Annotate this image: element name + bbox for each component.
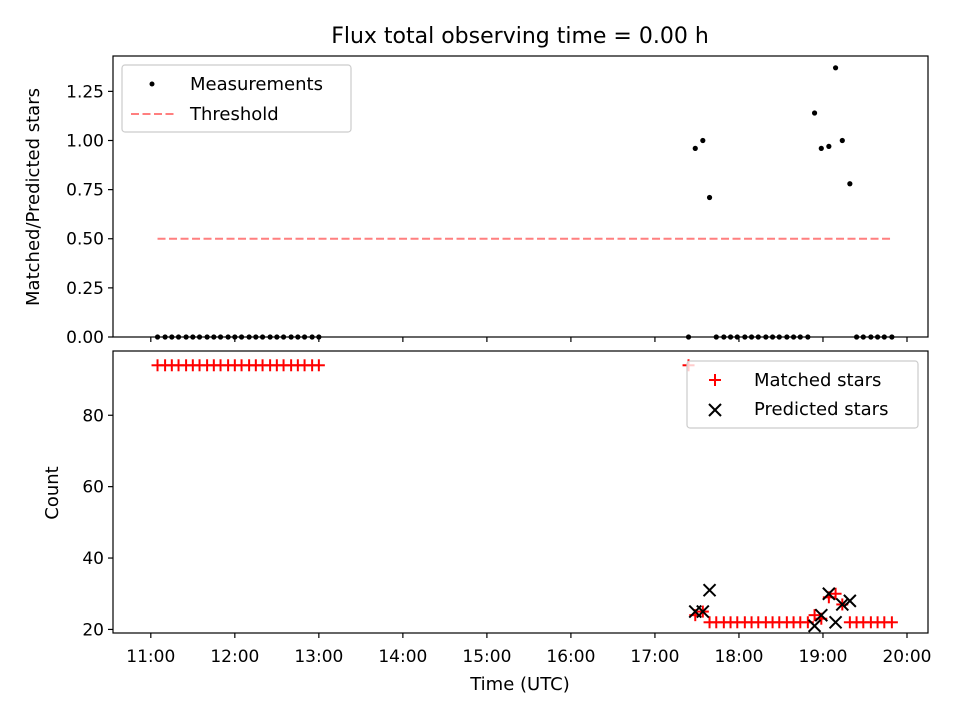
predicted-star-marker	[828, 615, 843, 629]
top-y-tick-label: 0.50	[66, 230, 104, 250]
predicted-star-marker	[702, 583, 717, 597]
measurement-point	[832, 65, 839, 71]
top-y-tick-label: 0.25	[66, 279, 104, 299]
bottom-y-ticks: 20 40 60 80	[82, 406, 113, 640]
bottom-x-tick-label: 12:00	[210, 647, 259, 667]
measurement-point	[700, 137, 706, 144]
predicted-star-b	[702, 583, 717, 597]
bottom-x-tick-label: 18:00	[714, 647, 763, 667]
matched-star-marker	[312, 359, 325, 372]
bottom-x-tick-label: 17:00	[630, 647, 679, 667]
predicted-star-b	[807, 619, 822, 633]
legend-measurements-marker	[149, 81, 155, 87]
bottom-y-tick-label: 80	[82, 406, 104, 426]
predicted-star-marker	[807, 619, 822, 633]
bottom-legend-frame	[686, 360, 919, 429]
bottom-x-tick-label: 14:00	[378, 647, 427, 667]
predicted-star-marker	[696, 604, 710, 619]
bottom-x-ticks: 11:00 12:00 13:00 14:00 15:00 16:00 17:00 18:00…	[126, 633, 931, 667]
top-y-axis-label: Matched/Predicted stars	[23, 88, 44, 306]
measurement-point	[811, 110, 818, 116]
predicted-star-b	[843, 594, 857, 608]
top-legend-frame	[121, 64, 352, 133]
legend-matched-label: Matched stars	[754, 370, 881, 391]
top-panel: 0.00 0.25 0.50 0.75 1.00 1.25 Matched/Predict…	[23, 55, 929, 348]
top-x-ticks	[150, 337, 908, 342]
measurement-point	[839, 137, 845, 144]
bottom-x-tick-label: 13:00	[294, 647, 343, 667]
top-y-tick-label: 0.75	[66, 181, 104, 201]
predicted-star-b	[822, 587, 836, 601]
predicted-star-marker	[835, 597, 850, 612]
matched-star-marker	[829, 587, 842, 600]
predicted-star-b	[835, 597, 850, 612]
bottom-x-tick-label: 15:00	[462, 647, 511, 667]
bottom-axes-frame	[112, 350, 929, 634]
predicted-star-marker	[843, 594, 857, 608]
measurement-point	[692, 145, 698, 151]
top-y-tick-label: 0.00	[66, 328, 104, 348]
bottom-x-tick-label: 19:00	[798, 647, 847, 667]
predicted-star-b	[696, 604, 710, 619]
bottom-y-tick-label: 20	[82, 620, 104, 640]
top-y-tick-label: 1.25	[66, 82, 104, 102]
legend-matched-marker	[709, 374, 721, 386]
predicted-star-marker	[822, 587, 836, 601]
top-y-tick-label: 1.00	[66, 131, 104, 151]
legend-predicted-label: Predicted stars	[754, 399, 888, 420]
bottom-marks	[151, 359, 898, 633]
predicted-star-b	[814, 608, 829, 622]
legend-threshold-label: Threshold	[189, 104, 279, 125]
matched-star-marker	[808, 609, 821, 622]
top-y-ticks: 0.00 0.25 0.50 0.75 1.00 1.25	[66, 82, 113, 348]
bottom-y-tick-label: 60	[82, 478, 104, 498]
legend-predicted-marker	[708, 403, 722, 417]
bottom-x-tick-label: 16:00	[546, 647, 595, 667]
measurement-point	[826, 143, 832, 149]
bottom-x-tick-label: 11:00	[126, 647, 175, 667]
x-axis-label: Time (UTC)	[469, 674, 570, 695]
bottom-legend: Matched stars Predicted stars	[686, 360, 919, 429]
bottom-x-tick-label: 20:00	[882, 647, 931, 667]
measurement-point	[706, 194, 713, 201]
measurement-point	[818, 145, 824, 151]
legend-measurements-label: Measurements	[190, 74, 323, 95]
bottom-y-tick-label: 40	[82, 549, 104, 569]
predicted-star-marker	[814, 608, 829, 622]
predicted-star-b	[828, 615, 843, 629]
top-axes-frame	[112, 55, 929, 338]
measurement-point	[847, 181, 853, 187]
matched-star-marker	[885, 616, 898, 629]
chart-title: Flux total observing time = 0.00 h	[331, 24, 709, 49]
top-legend: Measurements Threshold	[121, 64, 352, 133]
bottom-y-axis-label: Count	[42, 466, 63, 519]
